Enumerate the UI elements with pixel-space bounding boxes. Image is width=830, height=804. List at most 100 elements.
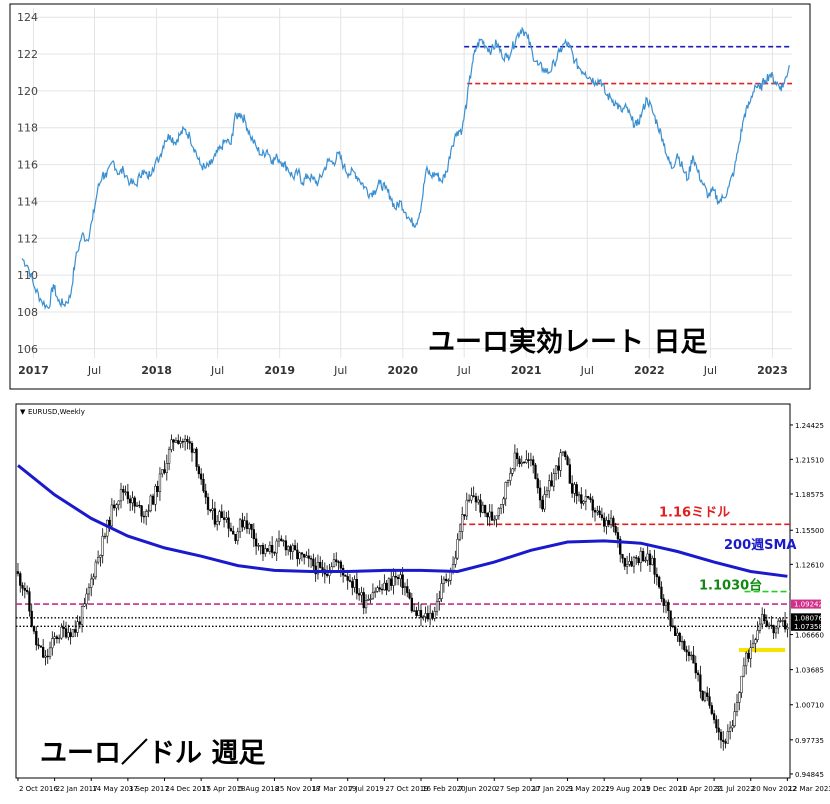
candle-body bbox=[248, 523, 251, 529]
candle-body bbox=[580, 494, 583, 504]
mid-116-label: 1.16ミドル bbox=[659, 505, 730, 520]
x-tick-label: 7 Jun 2020 bbox=[459, 785, 497, 793]
candle-body bbox=[472, 495, 475, 497]
candle-body bbox=[234, 533, 237, 541]
candle-body bbox=[619, 538, 622, 555]
candle-body bbox=[493, 518, 496, 521]
x-tick-label: 2018 bbox=[141, 364, 172, 377]
candle-body bbox=[392, 575, 395, 586]
candle-body bbox=[516, 452, 519, 460]
candle-body bbox=[103, 535, 107, 538]
candle-body bbox=[465, 499, 468, 517]
candle-body bbox=[390, 578, 393, 586]
candle-body bbox=[758, 623, 762, 631]
candle-body bbox=[158, 473, 162, 492]
candle-body bbox=[35, 631, 38, 646]
candle-body bbox=[685, 649, 688, 653]
candle-body bbox=[371, 592, 375, 600]
candle-body bbox=[266, 548, 269, 552]
candle-body bbox=[740, 675, 743, 693]
candle-body bbox=[502, 498, 505, 505]
candle-body bbox=[188, 441, 191, 444]
candle-body bbox=[667, 601, 670, 612]
candle-body bbox=[566, 456, 569, 465]
x-tick-label: 2023 bbox=[757, 364, 788, 377]
candle-body bbox=[543, 494, 546, 510]
x-tick-label: 22 Jan 2017 bbox=[56, 785, 98, 793]
candle-body bbox=[726, 731, 729, 744]
candle-body bbox=[282, 540, 285, 542]
candle-body bbox=[692, 654, 695, 664]
candle-body bbox=[85, 593, 88, 605]
x-tick-label: Jul bbox=[333, 364, 347, 377]
candle-body bbox=[712, 713, 716, 720]
candle-body bbox=[62, 626, 65, 629]
candle-body bbox=[106, 519, 109, 537]
candle-body bbox=[112, 504, 116, 509]
candle-body bbox=[635, 557, 638, 559]
x-tick-label: 2022 bbox=[634, 364, 665, 377]
candle-body bbox=[458, 531, 462, 540]
candle-body bbox=[584, 496, 588, 502]
candle-body bbox=[115, 504, 118, 509]
candle-body bbox=[603, 517, 606, 527]
effective-rate-frame bbox=[9, 3, 811, 390]
candle-body bbox=[763, 614, 766, 621]
candle-body bbox=[335, 559, 338, 563]
candle-body bbox=[209, 509, 212, 511]
sma-200-label: 200週SMA bbox=[724, 538, 797, 553]
candle-body bbox=[245, 520, 249, 529]
candle-body bbox=[747, 652, 750, 659]
candle-body bbox=[655, 574, 659, 578]
candle-body bbox=[172, 439, 175, 443]
candle-body bbox=[319, 561, 322, 568]
candle-body bbox=[42, 646, 45, 658]
candle-body bbox=[83, 603, 86, 607]
candle-body bbox=[474, 496, 478, 503]
candle-body bbox=[270, 544, 274, 553]
candle-body bbox=[426, 613, 430, 620]
candle-body bbox=[177, 440, 180, 444]
candle-body bbox=[19, 573, 22, 586]
candle-body bbox=[561, 451, 565, 454]
candle-body bbox=[46, 655, 49, 658]
candle-body bbox=[653, 557, 656, 575]
price-box-label: 1.09242 bbox=[794, 601, 823, 609]
candle-body bbox=[745, 652, 748, 667]
candle-body bbox=[715, 719, 718, 729]
candle-body bbox=[454, 557, 457, 565]
candle-body bbox=[754, 639, 757, 644]
candle-body bbox=[179, 441, 182, 444]
candle-body bbox=[76, 621, 79, 633]
candle-body bbox=[596, 510, 599, 513]
candle-body bbox=[598, 510, 601, 516]
candle-body bbox=[174, 440, 178, 443]
candle-body bbox=[277, 538, 281, 542]
candle-body bbox=[243, 520, 246, 528]
candle-body bbox=[259, 545, 262, 547]
candle-body bbox=[781, 620, 784, 622]
candle-body bbox=[401, 574, 404, 589]
y-tick-label: 122 bbox=[17, 48, 38, 61]
candle-body bbox=[296, 549, 299, 560]
candle-body bbox=[213, 508, 217, 525]
chart-symbol-marker: ▼ bbox=[20, 408, 26, 416]
x-tick-label: 27 Oct 2019 bbox=[385, 785, 428, 793]
candle-body bbox=[387, 578, 391, 591]
candle-body bbox=[690, 654, 693, 657]
candle-body bbox=[646, 553, 649, 561]
candle-body bbox=[197, 466, 201, 475]
candle-body bbox=[706, 692, 709, 697]
candle-body bbox=[548, 480, 551, 492]
candle-body bbox=[254, 538, 258, 547]
candle-body bbox=[149, 495, 152, 511]
candle-body bbox=[536, 478, 539, 489]
x-tick-label: 19 Dec 2021 bbox=[642, 785, 687, 793]
candle-body bbox=[554, 465, 558, 474]
candle-body bbox=[108, 519, 111, 527]
candle-body bbox=[60, 626, 63, 639]
candle-body bbox=[577, 494, 581, 497]
y-tick-label: 1.06660 bbox=[795, 632, 824, 640]
candle-body bbox=[339, 561, 342, 569]
x-tick-label: 17 Mar 2019 bbox=[312, 785, 356, 793]
